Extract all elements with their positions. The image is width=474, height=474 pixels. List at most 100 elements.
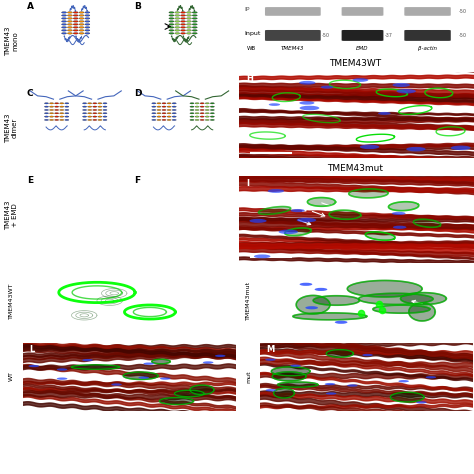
Text: J: J bbox=[29, 264, 32, 273]
Ellipse shape bbox=[85, 27, 90, 28]
Ellipse shape bbox=[205, 116, 210, 117]
Ellipse shape bbox=[93, 113, 97, 114]
Ellipse shape bbox=[65, 103, 69, 104]
Ellipse shape bbox=[167, 116, 171, 117]
Ellipse shape bbox=[73, 27, 78, 28]
Ellipse shape bbox=[192, 24, 197, 25]
Text: K: K bbox=[266, 264, 273, 273]
Ellipse shape bbox=[172, 113, 176, 114]
Ellipse shape bbox=[200, 103, 204, 104]
Point bbox=[378, 306, 386, 314]
Ellipse shape bbox=[98, 106, 102, 107]
Ellipse shape bbox=[79, 29, 84, 31]
Ellipse shape bbox=[45, 109, 48, 110]
Polygon shape bbox=[391, 392, 424, 402]
Point bbox=[357, 310, 365, 317]
Polygon shape bbox=[296, 295, 330, 314]
Ellipse shape bbox=[67, 24, 73, 25]
Ellipse shape bbox=[393, 226, 407, 229]
Ellipse shape bbox=[85, 12, 90, 13]
Ellipse shape bbox=[55, 103, 59, 104]
Ellipse shape bbox=[79, 18, 84, 19]
Ellipse shape bbox=[181, 33, 186, 34]
Ellipse shape bbox=[103, 119, 107, 120]
Ellipse shape bbox=[45, 106, 48, 107]
Ellipse shape bbox=[190, 119, 194, 120]
Ellipse shape bbox=[45, 116, 48, 117]
Ellipse shape bbox=[98, 113, 102, 114]
Ellipse shape bbox=[451, 146, 471, 150]
FancyBboxPatch shape bbox=[265, 7, 321, 16]
Ellipse shape bbox=[57, 377, 67, 380]
Ellipse shape bbox=[157, 106, 161, 107]
Ellipse shape bbox=[55, 109, 59, 110]
Ellipse shape bbox=[195, 113, 199, 114]
Ellipse shape bbox=[190, 103, 194, 104]
Ellipse shape bbox=[62, 33, 67, 34]
Ellipse shape bbox=[195, 109, 199, 110]
Ellipse shape bbox=[326, 392, 337, 395]
Ellipse shape bbox=[200, 109, 204, 110]
Ellipse shape bbox=[49, 116, 54, 117]
Ellipse shape bbox=[172, 106, 176, 107]
Ellipse shape bbox=[60, 106, 64, 107]
Ellipse shape bbox=[82, 103, 87, 104]
Ellipse shape bbox=[88, 106, 92, 107]
Ellipse shape bbox=[195, 106, 199, 107]
Ellipse shape bbox=[49, 113, 54, 114]
Ellipse shape bbox=[406, 147, 426, 151]
Ellipse shape bbox=[210, 119, 214, 120]
Ellipse shape bbox=[60, 109, 64, 110]
Ellipse shape bbox=[167, 113, 171, 114]
Ellipse shape bbox=[300, 101, 314, 105]
Point bbox=[375, 301, 383, 308]
Ellipse shape bbox=[205, 119, 210, 120]
Ellipse shape bbox=[152, 103, 156, 104]
Ellipse shape bbox=[103, 109, 107, 110]
Ellipse shape bbox=[98, 109, 102, 110]
Ellipse shape bbox=[82, 359, 93, 361]
Ellipse shape bbox=[181, 15, 186, 16]
Ellipse shape bbox=[192, 15, 197, 16]
Text: EMD: EMD bbox=[356, 46, 369, 51]
Ellipse shape bbox=[152, 109, 156, 110]
Ellipse shape bbox=[157, 113, 161, 114]
Ellipse shape bbox=[210, 116, 214, 117]
Ellipse shape bbox=[265, 358, 276, 361]
Text: F: F bbox=[134, 176, 140, 185]
Ellipse shape bbox=[62, 18, 67, 19]
Polygon shape bbox=[373, 305, 430, 313]
Polygon shape bbox=[285, 228, 311, 236]
Polygon shape bbox=[272, 372, 306, 381]
Ellipse shape bbox=[49, 106, 54, 107]
Ellipse shape bbox=[79, 12, 84, 13]
Ellipse shape bbox=[186, 24, 191, 25]
Ellipse shape bbox=[160, 377, 171, 380]
Ellipse shape bbox=[195, 103, 199, 104]
Ellipse shape bbox=[85, 18, 90, 19]
Ellipse shape bbox=[362, 354, 373, 356]
Ellipse shape bbox=[85, 15, 90, 16]
Ellipse shape bbox=[67, 33, 73, 34]
Ellipse shape bbox=[62, 27, 67, 28]
Ellipse shape bbox=[73, 24, 78, 25]
Polygon shape bbox=[271, 367, 310, 376]
Ellipse shape bbox=[398, 380, 409, 383]
Ellipse shape bbox=[79, 24, 84, 25]
Ellipse shape bbox=[28, 365, 39, 367]
Ellipse shape bbox=[62, 20, 67, 22]
Polygon shape bbox=[347, 281, 422, 297]
Ellipse shape bbox=[162, 103, 166, 104]
Ellipse shape bbox=[79, 20, 84, 22]
Ellipse shape bbox=[195, 116, 199, 117]
Ellipse shape bbox=[175, 20, 180, 22]
Text: mut: mut bbox=[246, 370, 251, 383]
Ellipse shape bbox=[45, 119, 48, 120]
Ellipse shape bbox=[88, 109, 92, 110]
Ellipse shape bbox=[103, 106, 107, 107]
Ellipse shape bbox=[162, 116, 166, 117]
Ellipse shape bbox=[157, 116, 161, 117]
Ellipse shape bbox=[169, 20, 174, 22]
Ellipse shape bbox=[360, 145, 379, 149]
Ellipse shape bbox=[200, 113, 204, 114]
